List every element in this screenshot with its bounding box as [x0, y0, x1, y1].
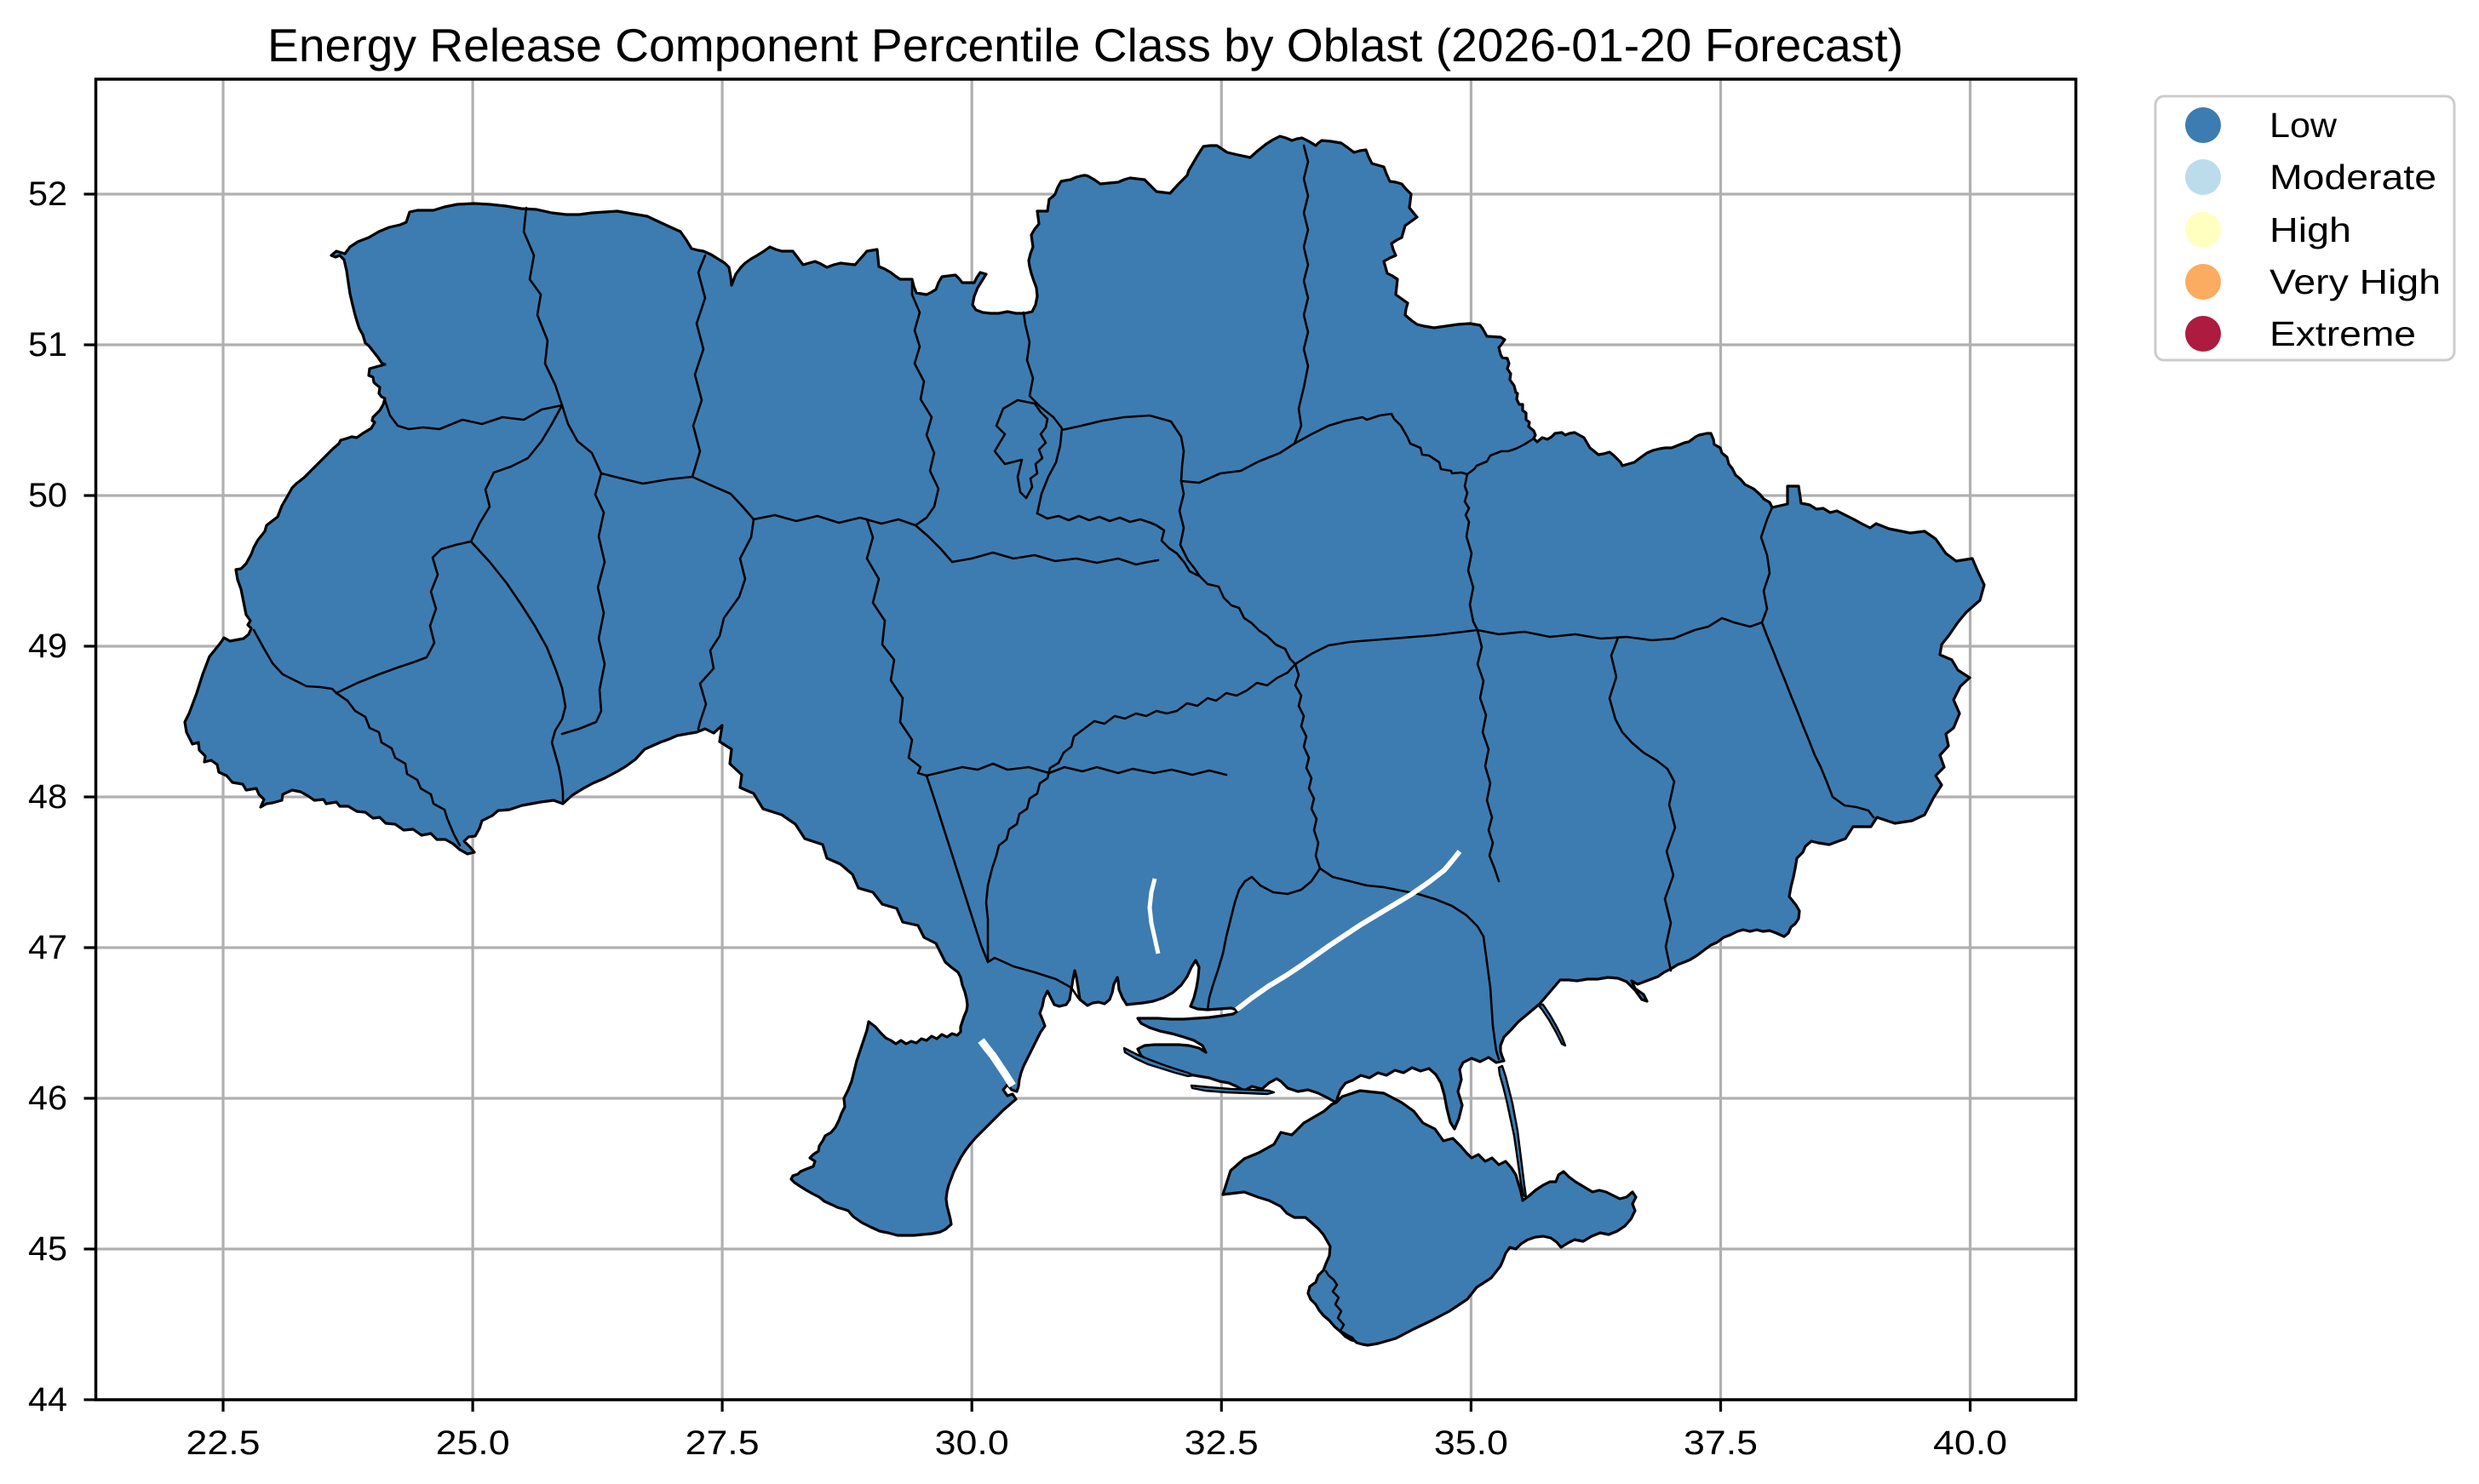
- svg-text:52: 52: [28, 175, 67, 213]
- svg-text:37.5: 37.5: [1684, 1424, 1758, 1462]
- svg-text:45: 45: [28, 1230, 67, 1268]
- svg-text:25.0: 25.0: [436, 1424, 510, 1462]
- svg-text:Extreme: Extreme: [2270, 314, 2416, 353]
- svg-text:32.5: 32.5: [1185, 1424, 1259, 1462]
- svg-text:46: 46: [28, 1080, 67, 1117]
- svg-text:51: 51: [28, 326, 67, 364]
- svg-text:27.5: 27.5: [686, 1424, 760, 1462]
- svg-text:Very High: Very High: [2270, 262, 2441, 301]
- svg-text:49: 49: [28, 627, 67, 665]
- svg-text:High: High: [2270, 210, 2351, 249]
- svg-text:Moderate: Moderate: [2270, 158, 2436, 197]
- svg-text:35.0: 35.0: [1434, 1424, 1508, 1462]
- svg-text:22.5: 22.5: [186, 1424, 261, 1462]
- svg-text:30.0: 30.0: [935, 1424, 1009, 1462]
- svg-text:44: 44: [28, 1381, 67, 1418]
- svg-text:48: 48: [28, 778, 67, 816]
- svg-text:Low: Low: [2270, 106, 2337, 145]
- svg-text:50: 50: [28, 477, 67, 514]
- svg-text:47: 47: [28, 929, 67, 966]
- svg-text:40.0: 40.0: [1933, 1424, 2007, 1462]
- svg-text:Energy Release Component Perce: Energy Release Component Percentile Clas…: [267, 19, 1903, 72]
